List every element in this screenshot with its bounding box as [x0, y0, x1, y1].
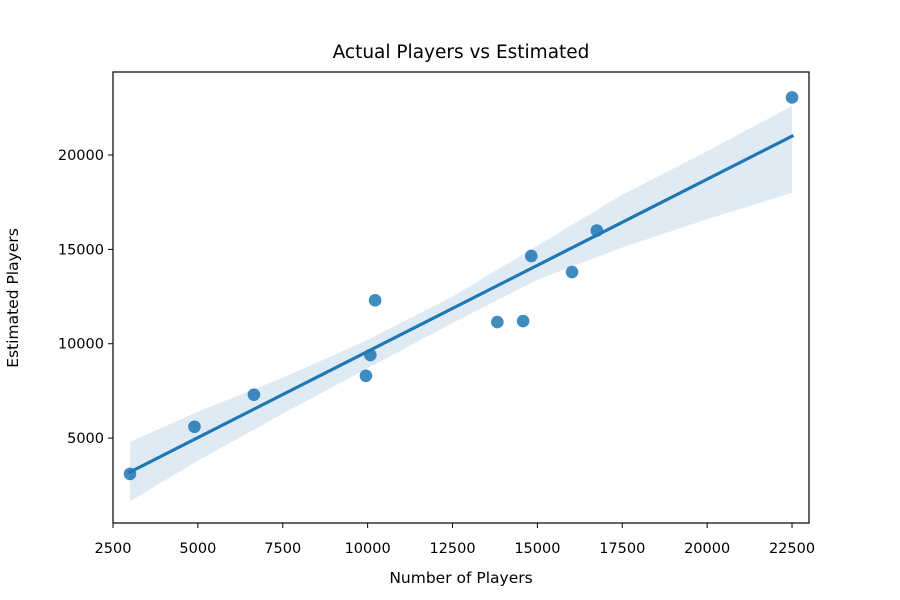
- data-point: [368, 294, 382, 307]
- chart-title: Actual Players vs Estimated: [333, 42, 590, 63]
- data-point: [359, 369, 373, 383]
- data-point: [364, 348, 377, 362]
- regression-line-layer: [127, 134, 795, 475]
- data-point: [491, 315, 504, 329]
- y-tick-label: 5000: [67, 431, 104, 447]
- x-tick-label: 22500: [769, 541, 815, 557]
- data-point: [524, 249, 538, 263]
- x-tick-label: 20000: [684, 541, 730, 557]
- x-tick-label: 17500: [599, 541, 645, 557]
- x-tick-label: 10000: [345, 541, 391, 557]
- data-point: [188, 420, 201, 434]
- x-tick-label: 2500: [95, 541, 132, 557]
- data-points-layer: [123, 91, 799, 481]
- data-point: [516, 314, 530, 328]
- y-axis-ticks: 5000 10000 15000 20000: [58, 148, 113, 447]
- plot-area: [123, 91, 799, 502]
- y-tick-label: 10000: [58, 337, 104, 353]
- y-tick-label: 15000: [58, 242, 104, 258]
- plot-frame: [112, 71, 810, 524]
- data-point: [785, 91, 799, 104]
- x-tick-label: 5000: [179, 541, 216, 557]
- regression-line: [127, 134, 795, 475]
- data-point: [565, 265, 579, 279]
- data-point: [590, 224, 604, 237]
- x-tick-label: 12500: [429, 541, 475, 557]
- x-tick-label: 7500: [264, 541, 301, 557]
- data-point: [247, 388, 261, 401]
- y-tick-label: 20000: [58, 148, 104, 164]
- x-axis-label: Number of Players: [389, 569, 532, 587]
- data-point: [123, 467, 137, 481]
- y-axis-label: Estimated Players: [4, 228, 22, 368]
- x-tick-label: 15000: [514, 541, 560, 557]
- x-axis-ticks: 2500 5000 7500 10000 12500 15000 17500 20000 225…: [95, 523, 815, 557]
